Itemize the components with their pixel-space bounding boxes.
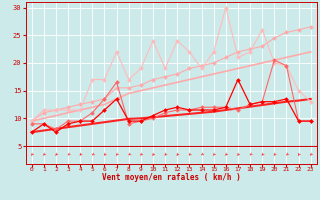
X-axis label: Vent moyen/en rafales ( km/h ): Vent moyen/en rafales ( km/h ) [102,173,241,182]
